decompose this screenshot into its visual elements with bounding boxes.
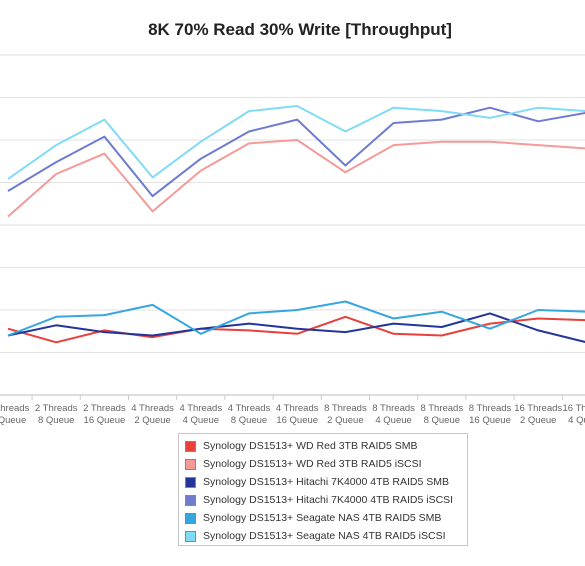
series-line-2 (7, 139, 585, 218)
x-tick-label: 8 Threads (420, 403, 463, 414)
x-axis (31, 395, 563, 400)
series-line-6 (7, 105, 585, 180)
legend-label: Synology DS1513+ WD Red 3TB RAID5 iSCSI (203, 458, 422, 470)
x-tick-label: 4 Queue (375, 415, 411, 426)
x-tick-label: 8 Queue (0, 415, 26, 426)
legend-item: Synology DS1513+ Hitachi 7K4000 4TB RAID… (185, 491, 467, 509)
legend-label: Synology DS1513+ Seagate NAS 4TB RAID5 S… (203, 512, 442, 524)
x-tick-label: 8 Queue (231, 415, 267, 426)
x-tick-label: 2 Queue (520, 415, 556, 426)
series-lines (7, 105, 585, 344)
legend-item: Synology DS1513+ WD Red 3TB RAID5 SMB (185, 437, 467, 455)
legend: Synology DS1513+ WD Red 3TB RAID5 SMB Syn… (178, 433, 468, 546)
legend-swatch (185, 458, 196, 470)
x-tick-label: 16 Queue (84, 415, 126, 426)
x-tick-label: 8 Queue (38, 415, 74, 426)
legend-item: Synology DS1513+ Hitachi 7K4000 4TB RAID… (185, 473, 467, 491)
x-tick-label: 4 Threads (228, 403, 271, 414)
x-tick-label: 2 Threads (83, 403, 126, 414)
x-tick-label: 4 Threads (179, 403, 222, 414)
legend-label: Synology DS1513+ WD Red 3TB RAID5 SMB (203, 440, 418, 452)
x-tick-label: 16 Threads (562, 403, 585, 414)
legend-swatch (185, 494, 196, 506)
legend-item: Synology DS1513+ Seagate NAS 4TB RAID5 S… (185, 509, 467, 527)
x-tick-label: 4 Queue (183, 415, 219, 426)
x-tick-label: 4 Threads (276, 403, 319, 414)
legend-item: Synology DS1513+ WD Red 3TB RAID5 iSCSI (185, 455, 467, 473)
x-tick-label: 8 Queue (424, 415, 460, 426)
x-tick-label: 4 Threads (131, 403, 174, 414)
x-tick-label: 8 Threads (324, 403, 367, 414)
legend-swatch (185, 512, 196, 524)
legend-label: Synology DS1513+ Hitachi 7K4000 4TB RAID… (203, 494, 454, 506)
series-line-1 (7, 315, 585, 344)
chart-title: 8K 70% Read 30% Write [Throughput] (148, 20, 452, 39)
legend-item: Synology DS1513+ Seagate NAS 4TB RAID5 i… (185, 527, 467, 545)
legend-swatch (185, 530, 196, 542)
series-line-5 (7, 300, 585, 337)
legend-label: Synology DS1513+ Hitachi 7K4000 4TB RAID… (203, 476, 450, 488)
legend-swatch (185, 476, 196, 488)
x-tick-label: 4 Queue (568, 415, 585, 426)
x-tick-label: 2 Queue (134, 415, 170, 426)
x-tick-label: 16 Threads (514, 403, 562, 414)
x-tick-label: 1 Threads (0, 403, 30, 414)
legend-swatch (185, 440, 196, 452)
x-tick-label: 2 Queue (327, 415, 363, 426)
series-line-3 (7, 312, 585, 343)
gridlines (0, 54, 585, 396)
x-tick-label: 8 Threads (372, 403, 415, 414)
series-line-4 (7, 106, 585, 198)
legend-label: Synology DS1513+ Seagate NAS 4TB RAID5 i… (203, 530, 446, 542)
x-tick-label: 2 Threads (35, 403, 78, 414)
x-tick-label: 8 Threads (469, 403, 512, 414)
x-tick-label: 16 Queue (276, 415, 318, 426)
x-tick-label: 16 Queue (469, 415, 511, 426)
